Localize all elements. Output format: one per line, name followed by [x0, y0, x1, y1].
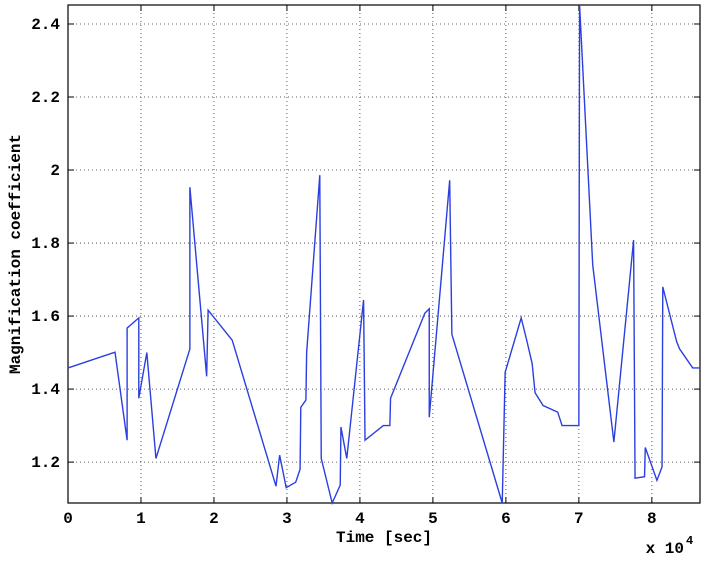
y-tick-label: 2.2 — [31, 89, 60, 107]
x-tick-label: 6 — [501, 510, 511, 528]
x-exponent: 4 — [686, 534, 693, 548]
y-tick-label: 1.2 — [31, 454, 60, 472]
y-tick-label: 1.4 — [31, 381, 60, 399]
x-axis-label: Time [sec] — [336, 529, 432, 547]
data-line — [67, 4, 700, 506]
y-tick-label: 1.6 — [31, 308, 60, 326]
y-tick-label: 2 — [50, 162, 60, 180]
x-tick-label: 8 — [647, 510, 657, 528]
x-tick-label: 4 — [355, 510, 365, 528]
x-exponent-base: x 10 — [646, 540, 684, 558]
x-tick-label: 2 — [209, 510, 219, 528]
y-tick-label: 1.8 — [31, 235, 60, 253]
y-axis-label: Magnification coefficient — [7, 134, 25, 374]
plot-frame — [67, 4, 701, 504]
y-tick-label: 2.4 — [31, 16, 60, 34]
x-tick-label: 1 — [136, 510, 146, 528]
x-tick-label: 7 — [574, 510, 584, 528]
x-tick-label: 0 — [63, 510, 73, 528]
x-tick-label: 3 — [282, 510, 292, 528]
x-tick-label: 5 — [428, 510, 438, 528]
